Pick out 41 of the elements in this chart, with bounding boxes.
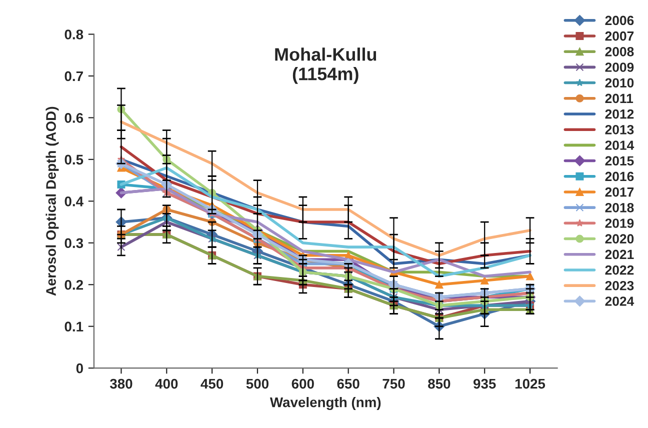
legend-label: 2019 [605,218,634,228]
legend-label: 2022 [605,265,634,275]
legend-label: 2010 [605,78,634,88]
x-tick-label: 1025 [515,378,546,389]
legend-label: 2008 [605,46,634,56]
legend-label: 2018 [605,202,634,212]
legend-label: 2017 [605,187,634,197]
legend-label: 2024 [605,296,634,306]
text: Mohal-Kullu (1154m) [275,48,376,84]
y-tick-label: 0.8 [64,30,84,40]
y-tick-label: 0.6 [64,113,84,123]
legend-label: 2007 [605,31,634,41]
legend-label: 2015 [605,156,634,166]
x-tick-label: 600 [292,378,314,389]
legend-label: 2023 [605,280,634,290]
legend-label: 2014 [605,140,634,150]
y-tick-label: 0 [76,363,83,374]
y-axis-title: Aerosol Optical Depth (AOD) [46,106,59,296]
legend-label: 2016 [605,172,634,182]
legend-label: 2013 [605,124,634,134]
x-tick-label: 650 [337,378,360,389]
x-tick-label: 935 [474,378,496,389]
y-tick-label: 0.4 [64,196,84,206]
x-tick-label: 380 [110,378,132,389]
x-tick-label: 750 [382,378,405,389]
x-tick-label: 450 [200,378,224,389]
legend-label: 2012 [605,109,634,119]
y-tick-label: 0.5 [64,154,84,165]
legend-label: 2011 [605,94,634,104]
x-axis-title: Wavelength (nm) [270,397,381,410]
legend-label: 2009 [605,62,634,72]
y-tick-label: 0.1 [64,322,84,332]
x-tick-label: 500 [246,378,269,389]
y-tick-label: 0.3 [64,238,84,248]
x-tick-label: 850 [428,378,450,389]
y-tick-label: 0.7 [64,71,83,82]
legend-label: 2006 [605,16,634,26]
x-tick-label: 400 [155,378,178,389]
legend-label: 2021 [605,250,634,260]
y-tick-label: 0.2 [64,280,83,290]
legend-label: 2020 [605,234,634,244]
